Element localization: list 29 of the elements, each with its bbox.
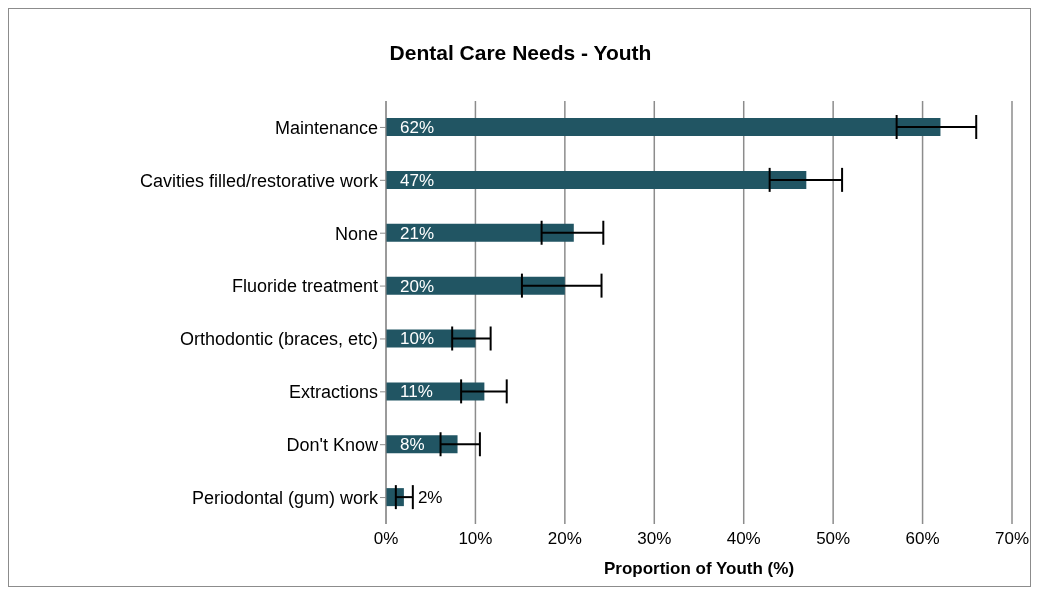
x-tick-label: 10%: [458, 529, 493, 549]
y-tick-label: Maintenance: [274, 117, 378, 138]
data-label: 20%: [400, 276, 435, 296]
data-label: 8%: [400, 435, 425, 455]
data-label: 62%: [400, 117, 435, 137]
data-label: 2%: [417, 488, 443, 508]
y-tick-label: Don't Know: [286, 435, 379, 456]
y-tick-label: Extractions: [288, 382, 378, 403]
bar: [386, 118, 941, 136]
y-tick-label: Cavities filled/restorative work: [139, 170, 379, 191]
y-tick-label: Orthodontic (braces, etc): [179, 329, 378, 350]
x-tick-label: 20%: [547, 529, 582, 549]
x-tick-label: 30%: [637, 529, 672, 549]
y-tick-label: Fluoride treatment: [231, 276, 378, 297]
x-tick-label: 50%: [816, 529, 851, 549]
data-label: 10%: [400, 329, 435, 349]
x-tick-label: 0%: [373, 529, 399, 549]
x-tick-label: 70%: [994, 529, 1030, 549]
x-axis-title: Proportion of Youth (%): [603, 559, 795, 578]
x-tick-label: 40%: [726, 529, 761, 549]
bar: [386, 223, 574, 242]
chart-title: Dental Care Needs - Youth: [388, 41, 653, 65]
data-label: 11%: [400, 382, 433, 402]
bar: [386, 170, 807, 189]
y-tick-label: Periodontal (gum) work: [191, 487, 379, 508]
y-tick-label: None: [334, 223, 378, 244]
x-tick-label: 60%: [905, 529, 940, 549]
data-label: 21%: [400, 223, 435, 243]
data-label: 47%: [400, 170, 435, 190]
